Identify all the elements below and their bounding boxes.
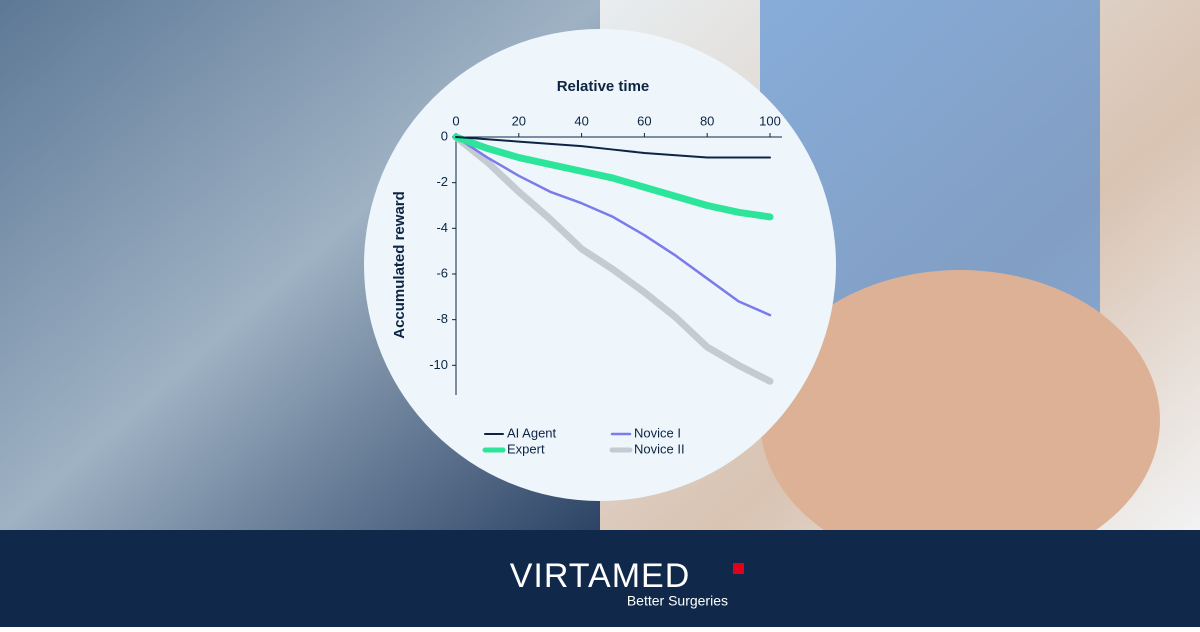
torso-model: [760, 270, 1160, 570]
y-tick-label: -10: [429, 357, 448, 372]
legend-label: Expert: [507, 441, 545, 456]
series-line: [454, 135, 772, 317]
y-tick-label: 0: [441, 128, 448, 143]
legend-label: Novice II: [634, 441, 685, 456]
y-tick-label: -4: [436, 220, 448, 235]
y-tick-label: -2: [436, 174, 448, 189]
x-tick-label: 60: [637, 113, 651, 128]
x-tick-label: 0: [452, 113, 459, 128]
x-axis-label: Relative time: [557, 78, 650, 95]
series-line: [455, 136, 771, 159]
y-tick-label: -6: [436, 265, 448, 280]
footer-bar: [0, 530, 1200, 627]
y-tick-label: -8: [436, 311, 448, 326]
brand-tagline: Better Surgeries: [627, 593, 728, 609]
x-tick-label: 20: [512, 113, 526, 128]
y-axis-label: Accumulated reward: [391, 191, 408, 339]
series-line: [452, 133, 774, 221]
legend-label: Novice I: [634, 425, 681, 440]
x-tick-label: 80: [700, 113, 714, 128]
brand-name: VIRTAMED: [510, 557, 691, 595]
swiss-badge: [733, 563, 744, 574]
x-tick-label: 40: [574, 113, 588, 128]
series-line: [452, 133, 774, 385]
x-tick-label: 100: [759, 113, 781, 128]
legend-label: AI Agent: [507, 425, 557, 440]
